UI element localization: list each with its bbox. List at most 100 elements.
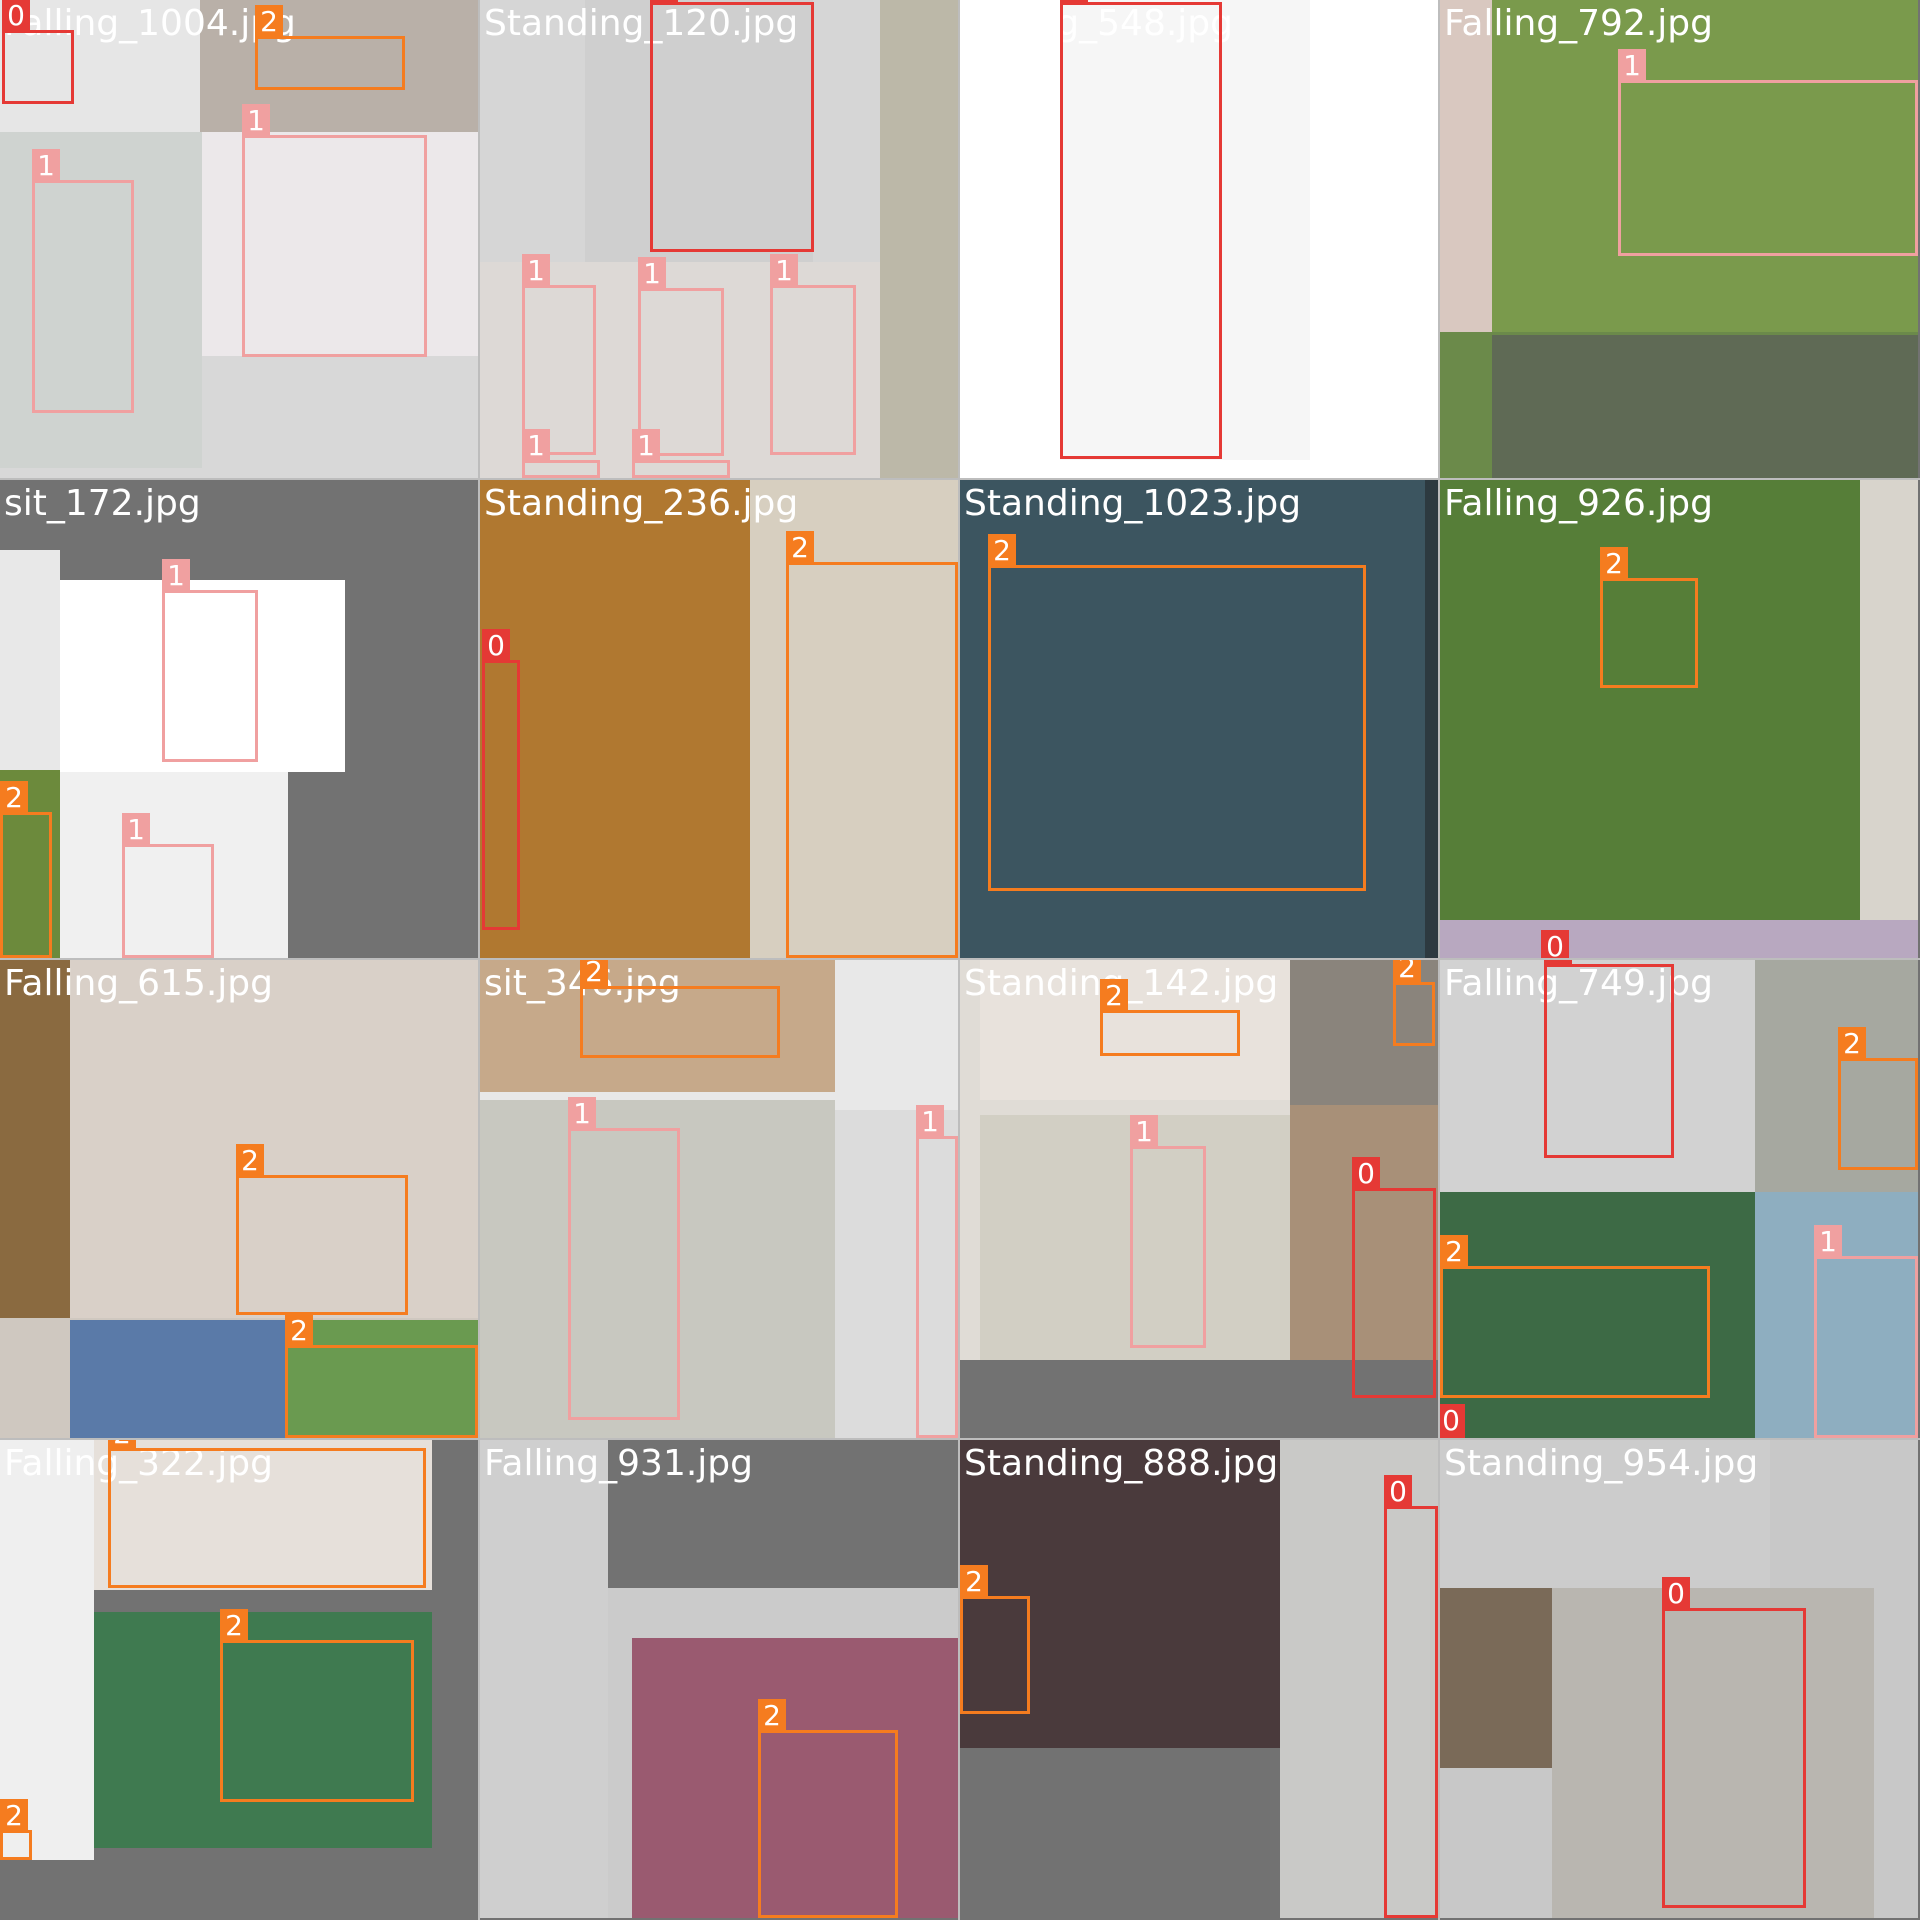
photo-standing-legs bbox=[1440, 1440, 1770, 1588]
photo-lawn bbox=[1440, 480, 1860, 920]
bbox: 0 bbox=[1544, 960, 1674, 1158]
bbox-label: 2 bbox=[960, 1565, 988, 1599]
bbox: 2 bbox=[236, 1144, 408, 1315]
photo-legs bbox=[1440, 960, 1755, 1192]
bbox-label: 2 bbox=[255, 5, 283, 39]
photo-alley bbox=[1290, 1105, 1438, 1360]
grid-line bbox=[478, 0, 480, 1920]
bbox-label: 2 bbox=[1440, 1235, 1468, 1269]
bbox-label: 0 bbox=[1440, 1404, 1465, 1438]
photo-orange-worker bbox=[1552, 1588, 1874, 1918]
bbox: 2 bbox=[0, 1799, 32, 1860]
bbox-label: 0 bbox=[1662, 1577, 1690, 1611]
tile-3: Falling_548.jpg 0 bbox=[960, 0, 1438, 478]
bbox: 1 bbox=[242, 104, 427, 357]
bbox: 0 bbox=[1384, 1475, 1438, 1918]
photo-classroom bbox=[480, 1100, 835, 1438]
grid-line bbox=[958, 0, 960, 1920]
bbox: 1 bbox=[162, 559, 258, 762]
bbox: 0 bbox=[650, 0, 814, 252]
tile-16: Standing_954.jpg 0 bbox=[1440, 1440, 1918, 1918]
bbox-label: 0 bbox=[2, 0, 30, 33]
bbox: 2 bbox=[0, 781, 52, 958]
tile-filename: Standing_236.jpg bbox=[484, 483, 799, 524]
bbox: 2 bbox=[108, 1440, 426, 1588]
tile-13: Falling_322.jpg 2 2 2 bbox=[0, 1440, 478, 1918]
photo-basketball-court bbox=[960, 1440, 1280, 1748]
tile-filename: Standing_1023.jpg bbox=[964, 483, 1302, 524]
tile-filename: Falling_749.jpg bbox=[1444, 963, 1713, 1004]
bbox: 2 bbox=[580, 960, 780, 1058]
bbox: 1 bbox=[1814, 1225, 1918, 1438]
photo-knee-pain bbox=[202, 132, 478, 356]
grid-line bbox=[0, 958, 1920, 960]
photo-standing-man bbox=[585, 0, 813, 262]
bbox-label: 1 bbox=[568, 1097, 596, 1131]
photo-classroom-2 bbox=[980, 1115, 1290, 1360]
tile-6: Standing_236.jpg 0 2 bbox=[480, 480, 958, 958]
bbox: 1 bbox=[632, 429, 730, 478]
bbox: 1 bbox=[916, 1105, 958, 1438]
tile-filename: sit_172.jpg bbox=[4, 483, 201, 524]
bbox-label: 2 bbox=[220, 1609, 248, 1643]
bbox-label: 2 bbox=[580, 960, 608, 989]
photo-edge bbox=[835, 1110, 958, 1438]
photo-concrete bbox=[480, 1440, 608, 1918]
photo-crouching bbox=[1755, 960, 1918, 1192]
bbox-label: 1 bbox=[32, 149, 60, 183]
bbox: 2 bbox=[220, 1609, 414, 1802]
bbox: 2 bbox=[1838, 1027, 1918, 1170]
tile-filename: Falling_1004.jpg bbox=[4, 3, 296, 44]
grid-line bbox=[1438, 0, 1440, 1920]
bbox-label: 1 bbox=[1130, 1115, 1158, 1149]
bbox-label: 2 bbox=[1393, 960, 1421, 985]
bbox-label: 2 bbox=[108, 1440, 136, 1451]
bbox: 1 bbox=[522, 254, 596, 455]
bbox: 2 bbox=[285, 1314, 478, 1438]
bbox: 1 bbox=[1130, 1115, 1206, 1348]
tile-4: Falling_792.jpg 1 bbox=[1440, 0, 1918, 478]
bbox-label: 0 bbox=[1541, 930, 1569, 958]
bbox-label: 1 bbox=[632, 429, 660, 463]
tile-15: Standing_888.jpg 2 0 bbox=[960, 1440, 1438, 1918]
photo-purple-strip bbox=[1440, 920, 1918, 958]
photo-dirt-bike bbox=[0, 960, 70, 1318]
tile-9: Falling_615.jpg 2 2 bbox=[0, 960, 478, 1438]
photo-side-strip bbox=[1440, 0, 1492, 332]
tile-filename: Standing_954.jpg bbox=[1444, 1443, 1759, 1484]
bbox-label: 1 bbox=[1814, 1225, 1842, 1259]
bbox: 0 bbox=[1352, 1157, 1436, 1398]
bbox-label: 2 bbox=[0, 781, 28, 815]
photo-stage-performer bbox=[960, 480, 1425, 958]
bbox-label: 2 bbox=[758, 1699, 786, 1733]
bbox-label: 2 bbox=[1100, 979, 1128, 1013]
bbox-label: 1 bbox=[916, 1105, 944, 1139]
bbox: 1 bbox=[568, 1097, 680, 1420]
photo-older-man bbox=[1060, 0, 1310, 460]
bbox-label: 2 bbox=[1600, 547, 1628, 581]
photo-park-bench bbox=[1492, 0, 1918, 332]
bbox-label: 0 bbox=[1544, 960, 1572, 967]
bbox: 2 bbox=[786, 531, 958, 958]
photo-bottom-right bbox=[285, 1320, 478, 1438]
bbox: 0 bbox=[1662, 1577, 1806, 1908]
tile-5: sit_172.jpg 1 2 1 bbox=[0, 480, 478, 958]
bbox: 1 bbox=[522, 429, 600, 478]
photo-street-scene bbox=[1492, 335, 1918, 478]
photo-left-strip bbox=[0, 1440, 94, 1860]
photo-crowd-cpr bbox=[70, 960, 478, 1318]
bbox: 2 bbox=[1100, 979, 1240, 1056]
bbox-label: 0 bbox=[650, 0, 678, 5]
tile-10: sit_346.jpg 2 1 1 bbox=[480, 960, 958, 1438]
bbox-label: 1 bbox=[770, 254, 798, 288]
photo-bottom-gray bbox=[960, 1360, 1438, 1438]
bbox-label: 2 bbox=[285, 1314, 313, 1348]
photo-basketball bbox=[480, 960, 835, 1092]
bbox-label: 1 bbox=[522, 254, 550, 288]
photo-seated-man-gray bbox=[60, 772, 288, 958]
bbox-label: 1 bbox=[638, 257, 666, 291]
bbox: 2 bbox=[1600, 547, 1698, 688]
tile-filename: Falling_548.jpg bbox=[964, 3, 1233, 44]
bbox-label: 0 bbox=[1060, 0, 1088, 5]
bbox-label: 2 bbox=[988, 534, 1016, 568]
